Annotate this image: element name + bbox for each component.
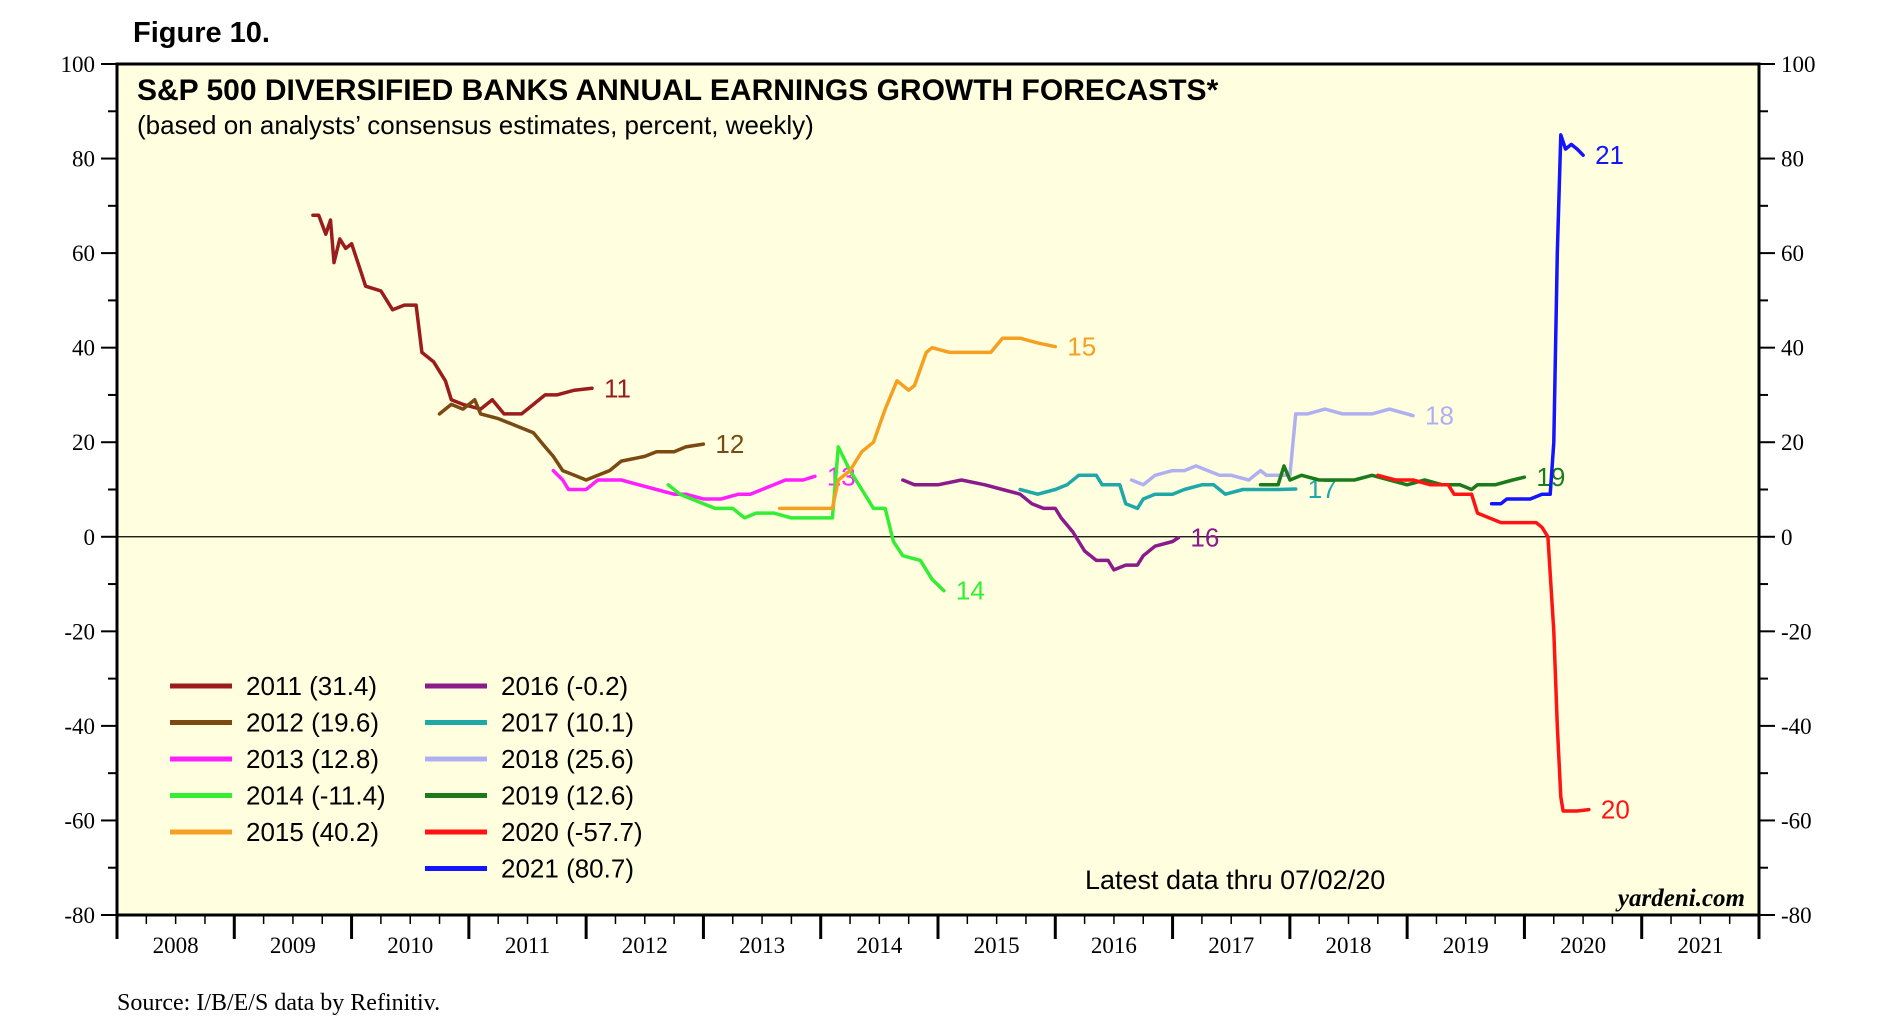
series-line-2014: [666, 445, 946, 593]
legend-label-2015: 2015 (40.2): [246, 817, 379, 847]
y-tick-label-right: -60: [1781, 808, 1812, 833]
y-tick-label-right: 40: [1781, 336, 1804, 361]
series-end-label-2015: 15: [1067, 332, 1096, 362]
legend-label-2013: 2013 (12.8): [246, 744, 379, 774]
chart-title: S&P 500 DIVERSIFIED BANKS ANNUAL EARNING…: [137, 74, 1219, 107]
x-tick-label: 2012: [622, 933, 668, 958]
series-end-label-2011: 11: [604, 373, 631, 403]
legend-label-2011: 2011 (31.4): [246, 671, 377, 701]
x-tick-label: 2021: [1677, 933, 1723, 958]
y-tick-label-right: 60: [1781, 241, 1804, 266]
series-end-label-2021: 21: [1595, 140, 1624, 170]
series-line-2017: [1018, 473, 1298, 511]
legend-label-2020: 2020 (-57.7): [501, 817, 643, 847]
legend-label-2021: 2021 (80.7): [501, 854, 634, 884]
series-end-label-2020: 20: [1601, 795, 1630, 825]
legend-label-2014: 2014 (-11.4): [246, 781, 386, 811]
y-tick-label-left: 80: [72, 147, 95, 172]
y-tick-label-left: -60: [64, 808, 95, 833]
x-tick-label: 2014: [856, 933, 903, 958]
series-line-2016: [901, 478, 1181, 572]
y-tick-label-left: 40: [72, 336, 95, 361]
series-end-label-2012: 12: [715, 429, 744, 459]
y-tick-label-right: 0: [1781, 525, 1793, 550]
x-tick-label: 2009: [270, 933, 316, 958]
series-line-2011: [311, 213, 594, 416]
x-tick-label: 2018: [1326, 933, 1372, 958]
plot-area: [115, 62, 1761, 917]
y-tick-label-right: -20: [1781, 619, 1812, 644]
figure-label: Figure 10.: [133, 17, 270, 49]
legend-label-2016: 2016 (-0.2): [501, 671, 628, 701]
y-tick-label-left: 60: [72, 241, 95, 266]
legend-label-2017: 2017 (10.1): [501, 708, 634, 738]
series-end-label-2016: 16: [1190, 523, 1219, 553]
y-tick-label-right: -40: [1781, 714, 1812, 739]
x-tick-label: 2017: [1208, 933, 1254, 958]
series-line-2012: [437, 397, 706, 482]
x-tick-label: 2016: [1091, 933, 1137, 958]
brand-watermark: yardeni.com: [1615, 885, 1745, 912]
legend-label-2012: 2012 (19.6): [246, 708, 379, 738]
y-tick-label-left: 0: [84, 525, 96, 550]
series-line-2015: [777, 336, 1058, 511]
series-end-label-2018: 18: [1425, 401, 1454, 431]
x-tick-label: 2010: [387, 933, 433, 958]
legend-label-2018: 2018 (25.6): [501, 744, 634, 774]
series-line-2021: [1489, 133, 1585, 506]
x-tick-label: 2008: [153, 933, 199, 958]
y-tick-label-right: 80: [1781, 147, 1804, 172]
x-tick-label: 2013: [739, 933, 785, 958]
latest-data-note: Latest data thru 07/02/20: [1085, 865, 1385, 895]
series-line-2018: [1129, 407, 1415, 487]
legend-label-2019: 2019 (12.6): [501, 781, 634, 811]
x-tick-label: 2011: [505, 933, 550, 958]
y-tick-label-left: -40: [64, 714, 95, 739]
source-note: Source: I/B/E/S data by Refinitiv.: [117, 990, 440, 1016]
x-tick-label: 2020: [1560, 933, 1606, 958]
legend: 2011 (31.4) 2012 (19.6) 2013 (12.8) 2014 (-…: [170, 671, 643, 884]
series-end-label-2014: 14: [956, 576, 985, 606]
y-tick-label-left: -80: [64, 903, 95, 928]
chart-subtitle: (based on analysts’ consensus estimates,…: [137, 110, 814, 140]
y-tick-label-left: -20: [64, 619, 95, 644]
series-line-2020: [1376, 473, 1591, 813]
series-line-2013: [551, 468, 817, 501]
x-tick-label: 2019: [1443, 933, 1489, 958]
y-tick-label-left: 100: [61, 52, 96, 77]
y-tick-label-right: 100: [1781, 52, 1816, 77]
y-tick-label-right: -80: [1781, 903, 1812, 928]
y-tick-label-left: 20: [72, 430, 95, 455]
y-tick-label-right: 20: [1781, 430, 1804, 455]
x-tick-label: 2015: [974, 933, 1020, 958]
